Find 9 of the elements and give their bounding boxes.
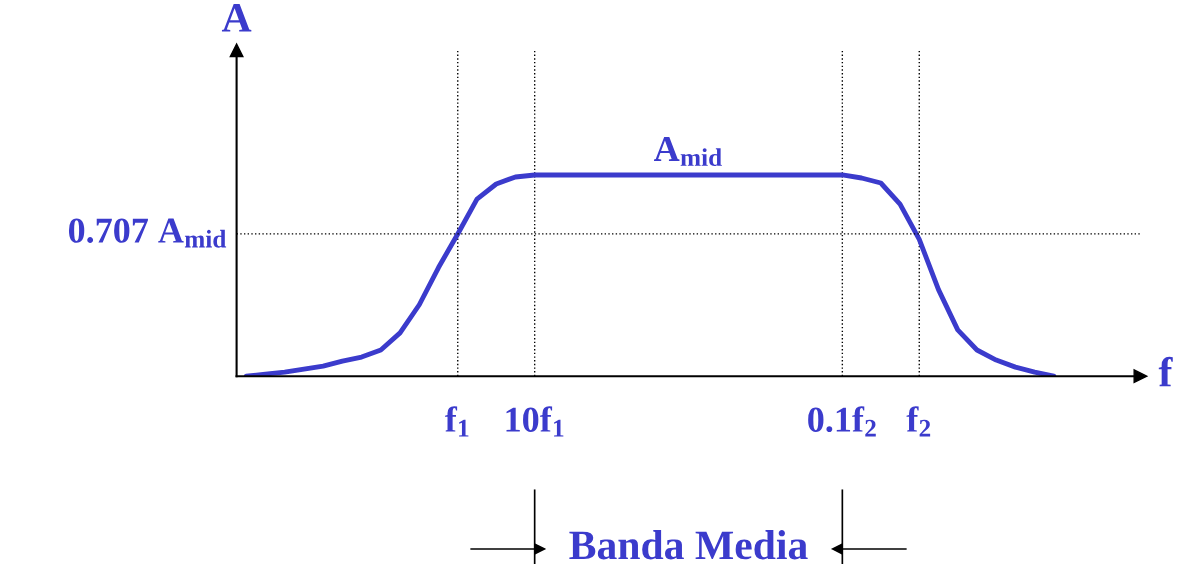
text: Banda Media <box>569 530 808 560</box>
text: A$_{mid}$ <box>654 137 722 167</box>
ref-line-label: 0.707 A$_{mid}$ <box>68 218 227 248</box>
x-tick-label: f$_{2}$ <box>906 406 931 437</box>
y-axis-title: A <box>221 4 252 32</box>
x-tick-label: 0.1f$_{2}$ <box>808 406 876 437</box>
x-tick-label: f$_{1}$ <box>445 406 469 437</box>
x-axis-title: f <box>1158 356 1173 387</box>
x-tick-label: 10f$_{1}$ <box>506 406 564 437</box>
